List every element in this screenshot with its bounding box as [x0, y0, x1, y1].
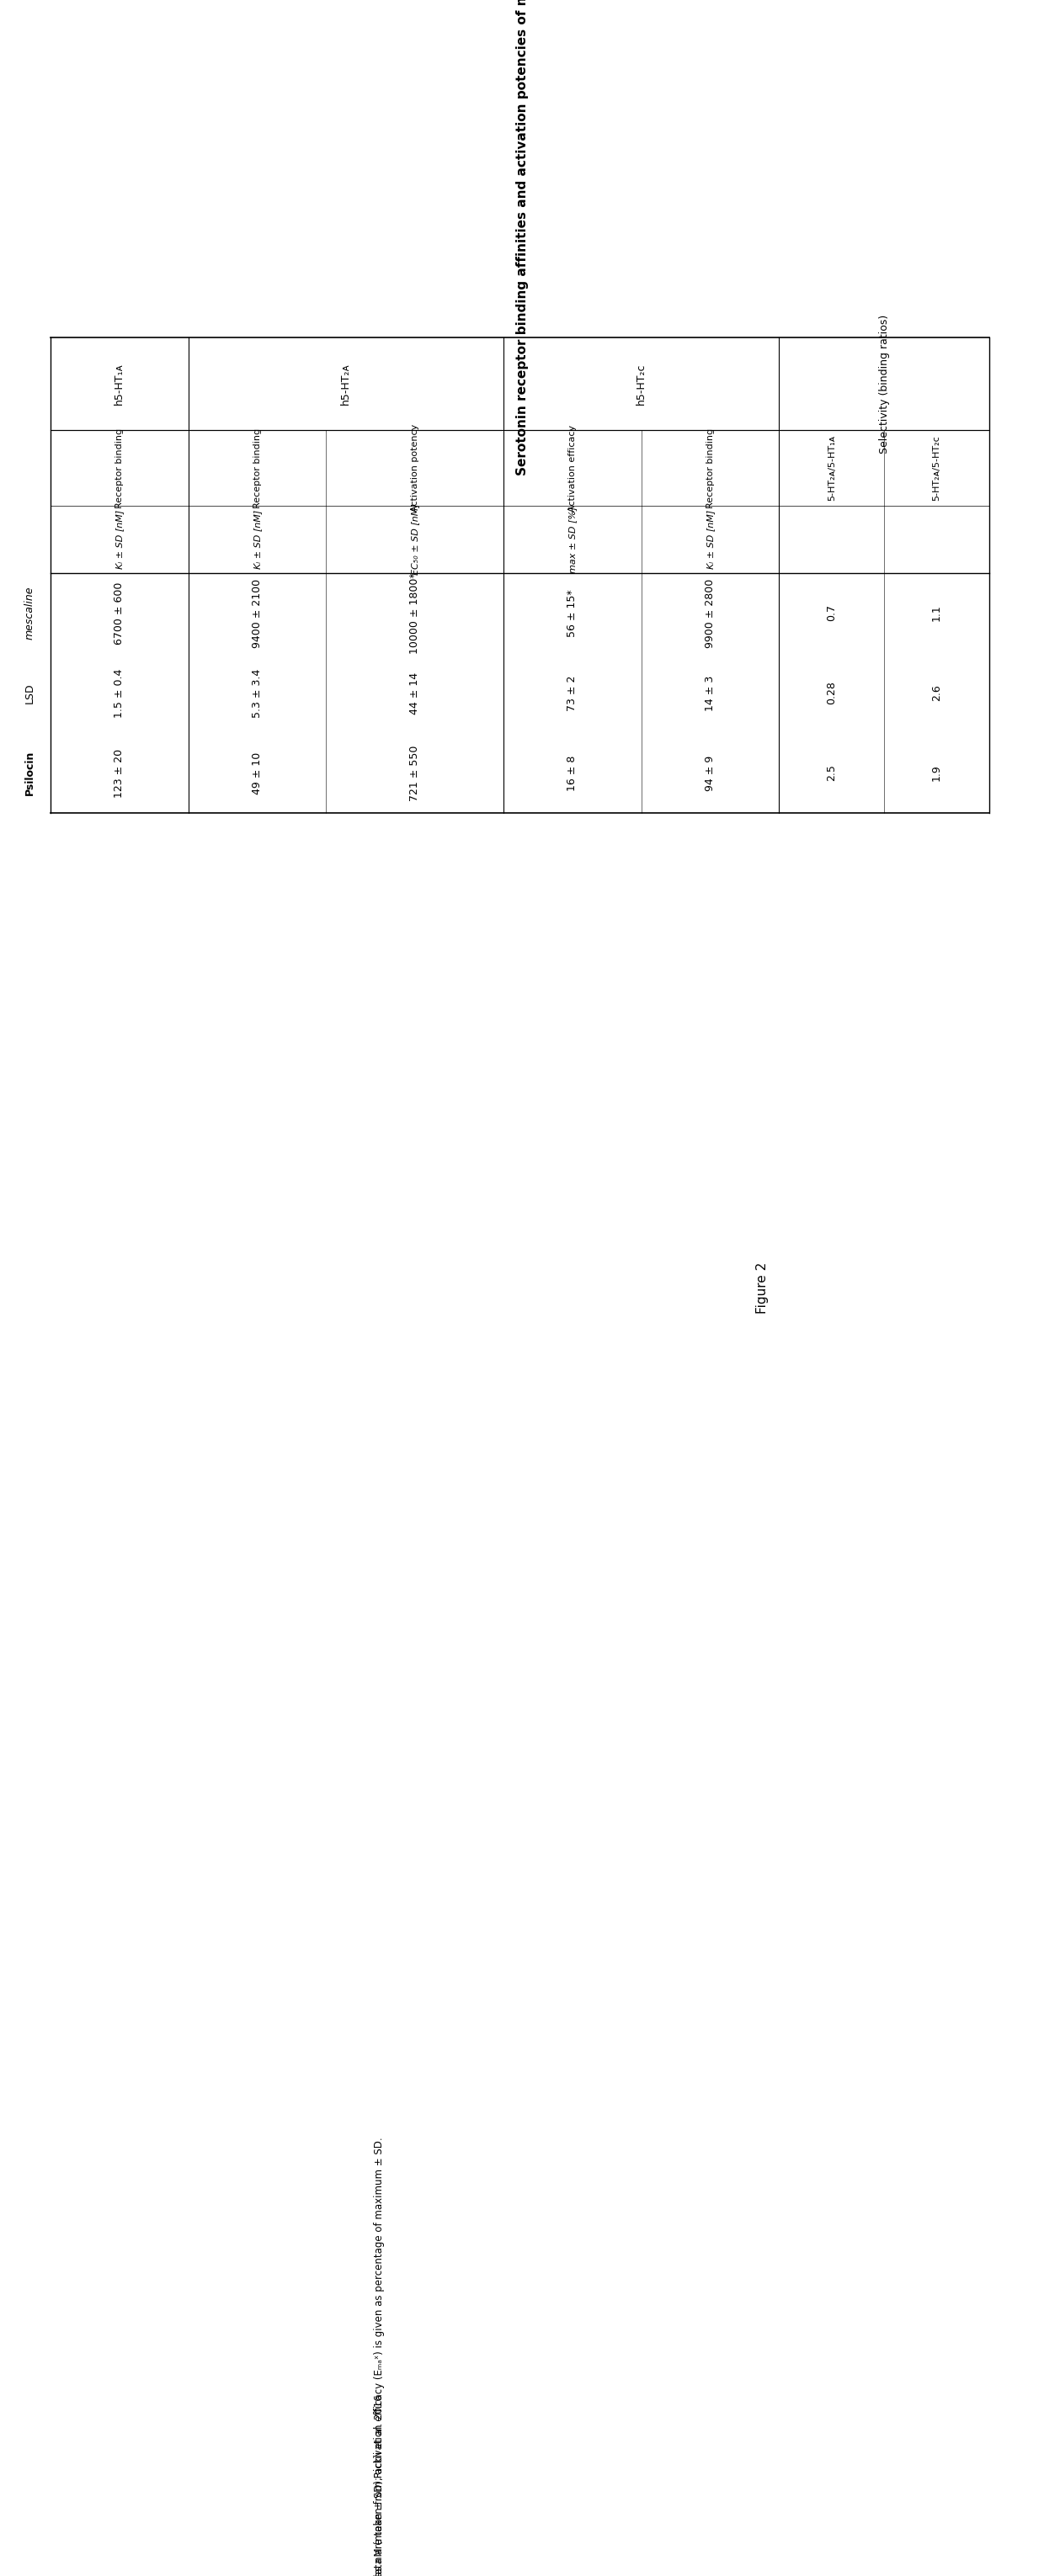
Text: 73 ± 2: 73 ± 2: [567, 675, 578, 711]
Text: 10000 ± 1800*: 10000 ± 1800*: [409, 572, 421, 654]
Text: Selectivity (binding ratios): Selectivity (binding ratios): [879, 314, 889, 453]
Text: 16 ± 8: 16 ± 8: [567, 755, 578, 791]
Text: data are taken from Rickli et al. 2016: data are taken from Rickli et al. 2016: [374, 2396, 384, 2576]
Text: h5-HT₁ᴀ: h5-HT₁ᴀ: [114, 363, 125, 404]
Text: 49 ± 10: 49 ± 10: [252, 752, 263, 793]
Text: 6700 ± 600: 6700 ± 600: [114, 582, 125, 644]
Text: Psilocin: Psilocin: [24, 750, 34, 796]
Text: EC₅₀ ± SD [nM]: EC₅₀ ± SD [nM]: [410, 505, 419, 574]
Text: 0.7: 0.7: [826, 605, 837, 621]
Text: 9900 ± 2800: 9900 ± 2800: [705, 580, 716, 647]
Text: 0.28: 0.28: [826, 680, 837, 706]
Text: Kᵢ ± SD [nM]: Kᵢ ± SD [nM]: [253, 510, 261, 569]
Text: Kᵢ ± SD [nM]: Kᵢ ± SD [nM]: [115, 510, 123, 569]
Text: Receptor binding: Receptor binding: [253, 428, 261, 507]
Text: Serotonin receptor binding affinities and activation potencies of mescaline, LSD: Serotonin receptor binding affinities an…: [516, 0, 528, 477]
Text: LSD: LSD: [24, 683, 34, 703]
Text: 5.3 ± 3.4: 5.3 ± 3.4: [252, 670, 263, 719]
Text: 1.9: 1.9: [931, 765, 943, 781]
Text: 14 ± 3: 14 ± 3: [705, 675, 716, 711]
Text: 721 ± 550: 721 ± 550: [409, 744, 421, 801]
Text: Kᵢ and EC₅₀ values are given as nM (mean ± SD); activation efficacy (Eₘₐˣ) is gi: Kᵢ and EC₅₀ values are given as nM (mean…: [374, 2138, 384, 2576]
Text: Receptor binding: Receptor binding: [706, 428, 714, 507]
Text: 94 ± 9: 94 ± 9: [705, 755, 716, 791]
Text: Figure 2: Figure 2: [756, 1262, 768, 1314]
Text: 5-HT₂ᴀ/5-HT₁ᴀ: 5-HT₂ᴀ/5-HT₁ᴀ: [828, 435, 836, 500]
Text: 1.1: 1.1: [931, 605, 943, 621]
Text: 44 ± 14: 44 ± 14: [409, 672, 421, 714]
Text: 56 ± 15*: 56 ± 15*: [567, 590, 578, 636]
Text: max ± SD [%]: max ± SD [%]: [568, 505, 576, 572]
Text: Receptor binding: Receptor binding: [115, 428, 123, 507]
Text: 1.5 ± 0.4: 1.5 ± 0.4: [114, 667, 125, 719]
Text: 123 ± 20: 123 ± 20: [114, 750, 125, 799]
Text: 2.6: 2.6: [931, 685, 943, 701]
Text: 2.5: 2.5: [826, 765, 837, 781]
Text: 5-HT₂ᴀ/5-HT₂ᴄ: 5-HT₂ᴀ/5-HT₂ᴄ: [932, 435, 941, 500]
Text: Activation efficacy: Activation efficacy: [568, 425, 576, 510]
Text: Activation potency: Activation potency: [410, 425, 419, 513]
Text: Kᵢ ± SD [nM]: Kᵢ ± SD [nM]: [706, 510, 714, 569]
Text: h5-HT₂ᴀ: h5-HT₂ᴀ: [340, 363, 352, 404]
Text: mescaline: mescaline: [24, 587, 34, 639]
Text: 9400 ± 2100: 9400 ± 2100: [252, 580, 263, 647]
Text: h5-HT₂ᴄ: h5-HT₂ᴄ: [636, 363, 647, 404]
